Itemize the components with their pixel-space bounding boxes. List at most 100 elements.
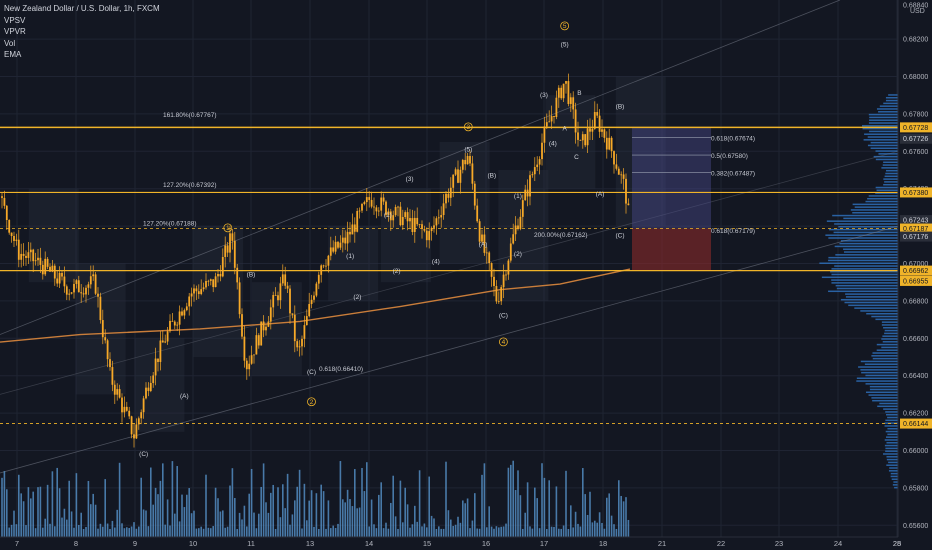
- indicator-vpsv[interactable]: VPSV: [4, 15, 26, 25]
- candle-body: [279, 283, 282, 301]
- volume-profile-bar: [879, 402, 898, 405]
- price-badge-text: 0.67243: [903, 218, 928, 225]
- candle-body: [255, 335, 258, 355]
- candle-body: [284, 274, 287, 286]
- candle-body: [581, 134, 584, 141]
- volume-profile-bar: [825, 234, 898, 236]
- candle-body: [315, 283, 318, 296]
- candle-body: [41, 264, 44, 275]
- candle-body: [56, 278, 59, 284]
- volume-profile-bar: [873, 155, 898, 158]
- candle-body: [10, 232, 13, 236]
- candle-body: [349, 231, 351, 235]
- volume-bar: [459, 522, 462, 537]
- symbol-title[interactable]: New Zealand Dollar / U.S. Dollar, 1h, FX…: [4, 4, 160, 13]
- volume-bar: [126, 527, 128, 537]
- volume-bar: [546, 528, 548, 537]
- volume-bar: [181, 494, 183, 537]
- volume-bar: [207, 527, 210, 537]
- candle-body: [517, 225, 519, 229]
- volume-profile-bar: [870, 141, 898, 144]
- candle-body: [608, 137, 611, 150]
- volume-bar: [620, 495, 622, 537]
- volume-profile-bar: [889, 467, 898, 469]
- candle-body: [226, 245, 229, 253]
- volume-profile-bar: [865, 374, 898, 377]
- volume-bar: [272, 484, 274, 537]
- price-tick-label: 0.66000: [903, 448, 928, 455]
- session-box: [615, 76, 666, 227]
- stop-zone: [632, 228, 711, 271]
- volume-bar: [70, 511, 73, 537]
- volume-bar: [51, 471, 54, 537]
- volume-bar: [452, 525, 454, 537]
- candle-body: [404, 212, 407, 218]
- indicator-ema[interactable]: EMA: [4, 50, 22, 59]
- candle-body: [543, 126, 546, 143]
- volume-bar: [6, 489, 8, 537]
- candle-body: [526, 189, 529, 197]
- price-tick-label: 0.66400: [903, 373, 928, 380]
- candle-body: [171, 320, 174, 322]
- volume-bar: [589, 491, 591, 537]
- candle-body: [104, 337, 107, 341]
- volume-profile-bar: [885, 419, 898, 422]
- time-tick-label: 13: [306, 539, 314, 548]
- volume-profile-bar: [870, 147, 898, 149]
- volume-bar: [418, 470, 421, 537]
- volume-bar: [433, 518, 435, 537]
- volume-bar: [454, 524, 457, 537]
- volume-bar: [58, 488, 61, 537]
- candle-body: [538, 159, 541, 165]
- candle-body: [488, 252, 491, 264]
- volume-profile-bar: [891, 478, 898, 480]
- volume-bar: [85, 527, 87, 537]
- volume-bar: [188, 488, 190, 537]
- candle-body: [339, 242, 342, 248]
- volume-profile-bar: [871, 315, 898, 318]
- volume-bar: [574, 511, 577, 537]
- volume-bar: [54, 526, 56, 537]
- volume-profile-bar: [871, 355, 898, 357]
- volume-profile-bar: [888, 470, 898, 472]
- volume-bar: [145, 510, 147, 537]
- volume-profile-bar: [869, 385, 898, 388]
- volume-bar: [387, 528, 390, 537]
- candle-body: [293, 314, 296, 342]
- volume-profile-bar: [884, 439, 898, 441]
- volume-bar: [591, 522, 594, 537]
- indicator-vol[interactable]: Vol: [4, 38, 16, 48]
- volume-profile-bar: [890, 472, 898, 475]
- candle-body: [37, 257, 39, 261]
- volume-bar: [438, 526, 440, 537]
- volume-profile-bar: [886, 456, 898, 458]
- candle-body: [73, 283, 75, 293]
- candle-body: [584, 134, 587, 146]
- candle-body: [298, 346, 301, 348]
- volume-bar: [450, 519, 452, 537]
- volume-profile-bar: [864, 363, 898, 365]
- volume-bar: [404, 487, 406, 537]
- candle-body: [44, 258, 47, 275]
- candle-body: [58, 272, 61, 284]
- wave-label-circled: 5: [563, 23, 567, 30]
- volume-profile-bar: [893, 481, 898, 483]
- candle-body: [178, 311, 181, 325]
- candle-body: [166, 331, 169, 342]
- candle-body: [269, 307, 272, 322]
- volume-profile-bar: [856, 377, 898, 380]
- volume-bar: [226, 526, 229, 537]
- candle-body: [413, 217, 416, 232]
- channel-lower: [0, 225, 899, 474]
- candle-body: [615, 164, 618, 169]
- candle-body: [253, 354, 255, 356]
- price-badge-text: 0.67176: [903, 234, 928, 241]
- volume-bar: [330, 528, 332, 537]
- volume-bar: [625, 497, 627, 537]
- candle-body: [627, 203, 630, 206]
- volume-bar: [618, 480, 620, 537]
- volume-bar: [406, 504, 409, 537]
- indicator-vpvr[interactable]: VPVR: [4, 27, 26, 36]
- volume-bar: [471, 520, 474, 537]
